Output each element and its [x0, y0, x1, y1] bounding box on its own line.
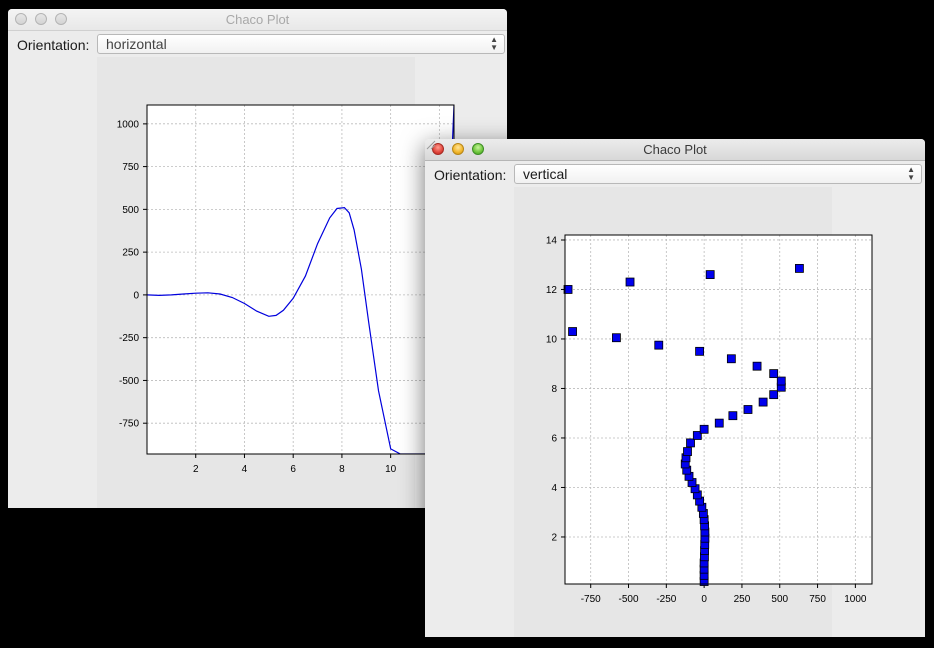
select-arrows-icon: ▲ ▼ — [490, 35, 498, 52]
scatter-point — [654, 340, 664, 350]
chaco-plot-window-vertical[interactable]: Chaco Plot Orientation: vertical ▲ ▼ -750… — [425, 139, 925, 637]
scatter-point — [795, 264, 804, 273]
x-tick-label: 4 — [242, 464, 248, 475]
y-tick-label: 0 — [133, 290, 139, 301]
resize-grip-icon[interactable] — [425, 139, 436, 150]
x-tick-label: 10 — [385, 464, 397, 475]
y-tick-label: 500 — [122, 205, 139, 216]
scatter-point — [625, 277, 635, 287]
title-bar[interactable]: Chaco Plot — [8, 9, 507, 31]
y-tick-label: -750 — [119, 419, 139, 430]
x-tick-label: -500 — [619, 594, 639, 605]
y-tick-label: -250 — [119, 333, 139, 344]
scatter-point — [726, 354, 736, 364]
line-plot[interactable]: 2468101210007505002500-250-500-750 — [8, 9, 507, 508]
select-arrows-icon: ▲ ▼ — [907, 165, 915, 182]
x-tick-label: 6 — [290, 464, 296, 475]
y-tick-label: -500 — [119, 376, 139, 387]
y-tick-label: 4 — [551, 483, 557, 494]
scatter-point — [769, 369, 779, 379]
scatter-point — [686, 438, 695, 448]
scatter-point — [776, 376, 786, 386]
scatter-plot[interactable]: -750 -500 -250 0 250 500 750 1000 14 12 10 8 6 4 2 — [425, 139, 925, 637]
orientation-label: Orientation: — [434, 167, 507, 183]
series-line — [147, 105, 454, 454]
y-tick-label: 750 — [122, 162, 139, 173]
scatter-point — [743, 405, 753, 414]
title-bar[interactable]: Chaco Plot — [425, 139, 925, 161]
plot-area — [147, 105, 454, 454]
x-tick-label: 1000 — [844, 594, 867, 605]
y-tick-label: 2 — [551, 532, 557, 543]
x-tick-label: 0 — [701, 594, 707, 605]
y-tick-label: 250 — [122, 248, 139, 259]
zoom-window-icon[interactable] — [472, 143, 484, 155]
zoom-window-icon[interactable] — [55, 13, 67, 25]
scatter-point — [612, 333, 621, 343]
y-tick-label: 1000 — [117, 119, 140, 130]
y-tick-label: 12 — [546, 285, 558, 296]
window-title: Chaco Plot — [225, 12, 290, 27]
close-window-icon[interactable] — [15, 13, 27, 25]
x-tick-label: 750 — [809, 594, 826, 605]
orientation-toolbar: Orientation: vertical ▲ ▼ — [425, 163, 925, 187]
x-tick-label: 8 — [339, 464, 345, 475]
x-tick-label: 2 — [193, 464, 199, 475]
scatter-point — [699, 424, 709, 434]
plot-area — [565, 235, 872, 584]
orientation-label: Orientation: — [17, 37, 90, 53]
x-tick-label: 250 — [734, 594, 751, 605]
scatter-point — [683, 447, 692, 456]
scatter-point — [692, 431, 702, 440]
scatter-point — [769, 390, 779, 400]
scatter-point — [568, 327, 577, 336]
minimize-window-icon[interactable] — [35, 13, 47, 25]
orientation-toolbar: Orientation: horizontal ▲ ▼ — [8, 33, 507, 57]
minimize-window-icon[interactable] — [452, 143, 464, 155]
y-tick-label: 14 — [546, 235, 558, 246]
scatter-point — [714, 418, 724, 428]
plot-border — [564, 234, 873, 585]
x-tick-label: -250 — [656, 594, 676, 605]
orientation-select-value: vertical — [523, 166, 568, 182]
y-tick-label: 6 — [551, 433, 557, 444]
scatter-point — [563, 285, 573, 294]
scatter-point — [728, 411, 738, 421]
x-tick-label: 500 — [771, 594, 788, 605]
orientation-select[interactable]: vertical ▲ ▼ — [514, 164, 922, 184]
scatter-point — [752, 361, 762, 371]
chaco-plot-window-horizontal[interactable]: Chaco Plot Orientation: horizontal ▲ ▼ 2 4… — [8, 9, 507, 508]
y-tick-label: 8 — [551, 384, 557, 395]
scatter-point — [695, 346, 704, 356]
scatter-point — [758, 397, 768, 407]
close-window-icon[interactable] — [432, 143, 444, 155]
scatter-point — [705, 270, 715, 280]
window-title: Chaco Plot — [643, 142, 707, 157]
orientation-select-value: horizontal — [106, 36, 167, 52]
orientation-select[interactable]: horizontal ▲ ▼ — [97, 34, 505, 54]
y-tick-label: 10 — [546, 334, 558, 345]
x-tick-label: -750 — [581, 594, 601, 605]
